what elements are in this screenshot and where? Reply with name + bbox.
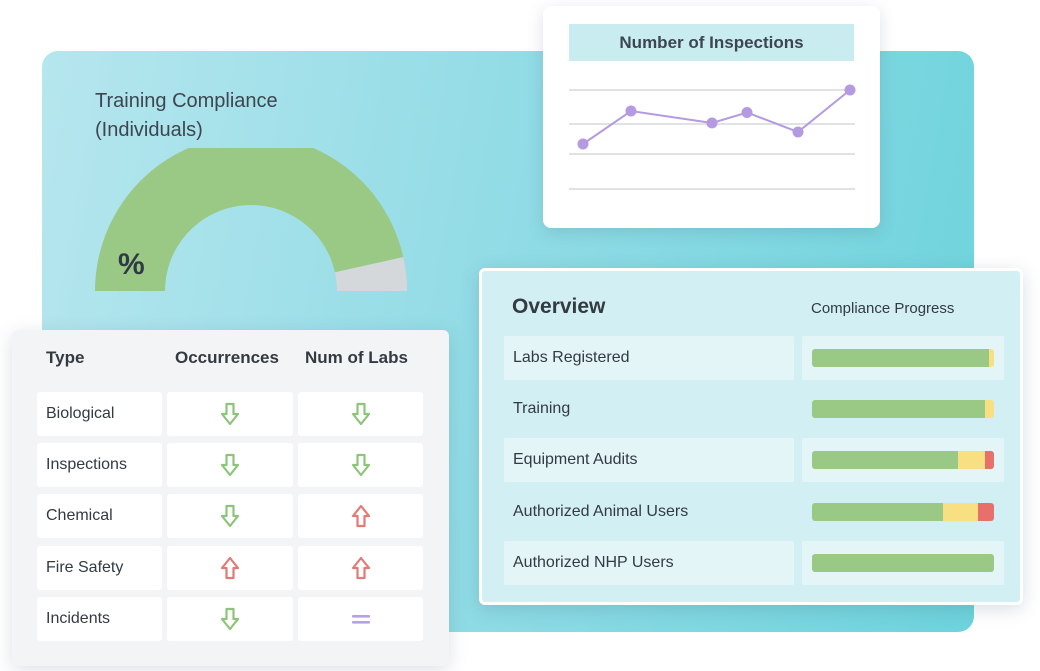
compliance-progress-label: Compliance Progress [811,300,955,317]
overview-progress-cell [802,387,1004,431]
table-row-num-of-labs [298,392,423,436]
table-row-occurrences [167,443,293,488]
table-row-type: Incidents [37,596,162,641]
table-row-num-of-labs [298,494,423,539]
progress-segment-green [812,451,958,470]
progress-bar [812,502,994,521]
progress-bar [812,553,994,572]
table-row-num-of-labs [298,596,423,641]
arrow-down-icon [220,505,240,528]
overview-row-label: Authorized NHP Users [504,540,794,585]
progress-segment-green [812,553,994,572]
table-row-type: Chemical [37,494,162,539]
table-row-type: Fire Safety [37,545,162,590]
gauge-title-line2: (Individuals) [95,119,203,141]
arrow-up-icon [351,505,370,528]
progress-bar [812,451,994,470]
table-row-num-of-labs [298,443,423,488]
header-occurrences: Occurrences [175,348,279,367]
progress-segment-yellow [989,349,994,367]
incident-table-card: Type Occurrences Num of Labs Biological I… [12,330,449,666]
header-num-of-labs: Num of Labs [305,348,408,367]
data-point [577,138,589,150]
arrow-up-icon [220,556,240,579]
header-type: Type [46,348,85,367]
gauge-filled-arc [95,148,404,291]
progress-bar [812,400,994,419]
table-row-type: Inspections [37,443,162,488]
equal-icon [351,614,370,624]
gauge-percent-symbol: % [118,248,145,281]
table-row-occurrences [167,545,293,590]
arrow-down-icon [351,402,370,426]
progress-segment-red [984,451,994,470]
overview-row-label: Labs Registered [504,336,794,380]
table-row-occurrences [167,392,293,436]
data-point [741,107,753,118]
table-row-occurrences [167,596,293,641]
chart-title: Number of Inspections [569,24,854,61]
gauge-remaining-arc [334,256,407,291]
gauge-title-line1: Training Compliance [95,90,278,112]
table-row-type: Biological [37,392,162,436]
data-point [706,117,718,129]
data-point [792,126,804,138]
overview-card: Overview Compliance Progress Labs Regist… [479,268,1023,605]
overview-row-label: Training [513,400,571,418]
progress-bar [812,349,994,367]
inspections-line-chart [569,84,856,190]
overview-row-label: Authorized Animal Users [513,502,689,520]
progress-segment-green [812,400,985,419]
arrow-down-icon [351,454,370,477]
overview-progress-cell [802,336,1004,380]
progress-segment-red [977,502,994,521]
progress-segment-yellow [984,400,994,419]
overview-title: Overview [512,295,606,318]
data-point [844,84,856,96]
arrow-down-icon [220,607,240,630]
table-row-occurrences [167,494,293,539]
progress-segment-green [812,502,944,521]
progress-segment-green [812,349,990,367]
arrow-down-icon [220,454,240,477]
series-line [582,89,851,145]
gauge-title: Training Compliance (Individuals) [95,87,355,145]
overview-progress-cell [802,438,1004,483]
table-row-num-of-labs [298,545,423,590]
overview-row-label: Equipment Audits [504,438,794,483]
compliance-gauge [95,148,407,291]
arrow-down-icon [220,402,240,426]
data-point [625,105,637,117]
overview-progress-cell [802,490,1004,534]
progress-segment-yellow [957,451,985,470]
inspections-chart-card: Number of Inspections [543,6,880,228]
overview-progress-cell [802,540,1004,585]
progress-segment-yellow [943,502,978,521]
arrow-up-icon [351,556,370,579]
